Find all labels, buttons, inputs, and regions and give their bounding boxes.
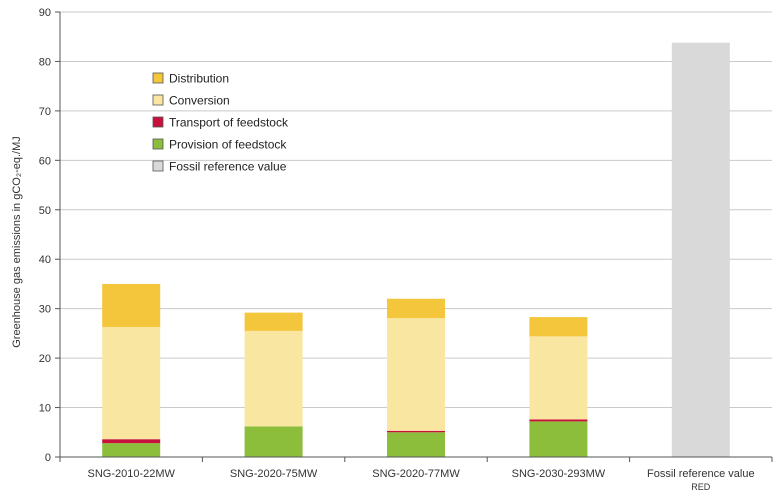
x-tick-label: Fossil reference value	[647, 468, 755, 480]
legend-item: Transport of feedstock	[152, 116, 289, 130]
gridlines	[60, 11, 772, 458]
legend: Distribution Conversion Transport of feeds…	[152, 72, 289, 174]
y-axis-ticks: 0 10 20 30 40 50 60 70 80 90	[39, 7, 60, 464]
x-tick-label: SNG-2030-293MW	[512, 468, 606, 480]
bar-segment-distribution	[102, 283, 161, 327]
axes	[59, 12, 772, 458]
bar-segment-provision-of-feedstock	[102, 443, 161, 457]
legend-swatch	[152, 160, 164, 172]
bar-segment-distribution	[387, 298, 445, 319]
legend-swatch	[152, 138, 164, 150]
legend-swatch	[152, 72, 164, 84]
x-tick-label: SNG-2010-22MW	[87, 468, 175, 480]
legend-label: Transport of feedstock	[169, 116, 289, 130]
x-tick-sublabel: RED	[691, 482, 711, 492]
y-tick-label: 70	[39, 106, 51, 118]
bar-segment-conversion	[387, 318, 445, 431]
bars	[102, 42, 730, 458]
x-tick-label: SNG-2020-77MW	[372, 468, 460, 480]
bar-segment-transport-of-feedstock	[102, 439, 161, 444]
y-tick-label: 60	[39, 155, 51, 167]
y-tick-label: 80	[39, 56, 51, 68]
y-tick-label: 10	[39, 403, 51, 415]
legend-swatch	[152, 116, 164, 128]
bar-segment-distribution	[529, 317, 588, 337]
y-tick-label: 40	[39, 254, 51, 266]
bar-segment-transport-of-feedstock	[387, 430, 445, 433]
bar-segment-transport-of-feedstock	[529, 419, 588, 422]
y-tick-label: 30	[39, 304, 51, 316]
bar-segment-provision-of-feedstock	[529, 421, 588, 457]
legend-label: Provision of feedstock	[169, 138, 287, 152]
x-tick-label: SNG-2020-75MW	[230, 468, 318, 480]
y-tick-label: 50	[39, 205, 51, 217]
legend-label: Conversion	[169, 94, 230, 108]
y-tick-label: 20	[39, 353, 51, 365]
legend-item: Conversion	[152, 94, 230, 108]
y-tick-label: 0	[45, 452, 51, 464]
bar-segment-conversion	[102, 326, 161, 440]
bar-segment-conversion	[244, 330, 303, 427]
y-axis-label: Greenhouse gas emissions in gCO₂-eq./MJ	[11, 136, 23, 348]
legend-item: Distribution	[152, 72, 229, 86]
bar-segment-provision-of-feedstock	[244, 426, 303, 457]
legend-label: Distribution	[169, 72, 229, 86]
bar-segment-distribution	[244, 312, 303, 331]
bar-segment-fossil-reference-value	[671, 42, 730, 458]
legend-label: Fossil reference value	[169, 160, 287, 174]
bar-segment-provision-of-feedstock	[387, 432, 445, 457]
x-axis-ticks: SNG-2010-22MW SNG-2020-75MW SNG-2020-77MW S…	[59, 457, 773, 492]
legend-item: Provision of feedstock	[152, 138, 287, 152]
legend-swatch	[152, 94, 164, 106]
y-tick-label: 90	[39, 7, 51, 19]
legend-item: Fossil reference value	[152, 160, 287, 174]
bar-segment-conversion	[529, 336, 588, 420]
